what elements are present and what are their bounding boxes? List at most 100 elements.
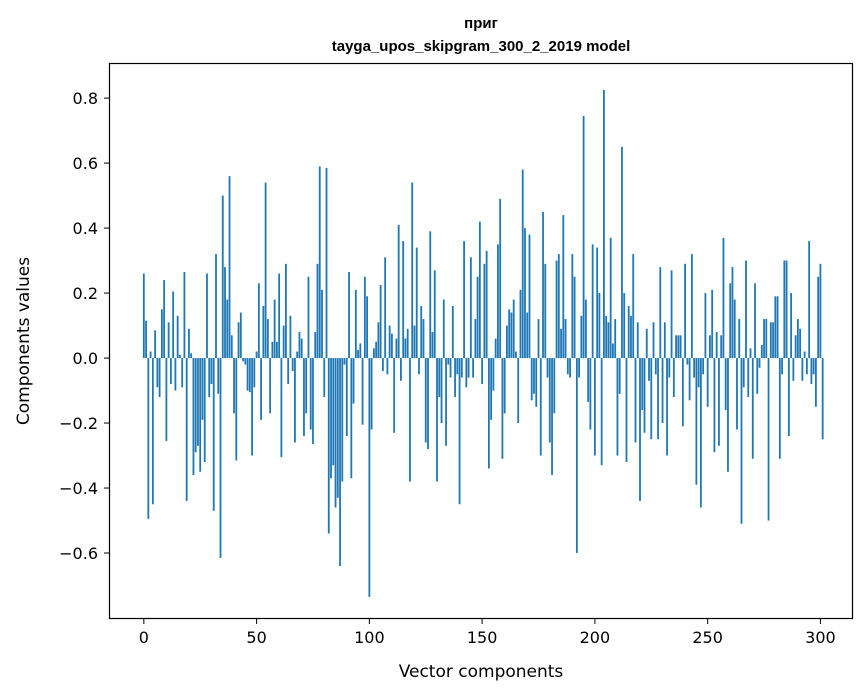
bar-253 xyxy=(713,358,716,453)
bar-99 xyxy=(366,296,368,359)
bar-216 xyxy=(630,315,632,359)
y-axis-label: Components values xyxy=(14,257,34,425)
y-tick-label-5: 0.4 xyxy=(73,219,98,238)
bar-265 xyxy=(740,358,743,524)
bar-65 xyxy=(289,315,292,359)
bar-231 xyxy=(663,322,666,359)
x-tick-label-150: 150 xyxy=(467,628,498,647)
bar-9 xyxy=(163,280,166,359)
bar-69 xyxy=(298,332,301,359)
bar-7 xyxy=(158,358,161,398)
x-tick-label-200: 200 xyxy=(580,628,611,647)
bar-188 xyxy=(566,358,569,375)
bar-174 xyxy=(535,358,538,407)
bar-38 xyxy=(228,176,231,359)
bar-35 xyxy=(221,195,224,359)
bar-180 xyxy=(548,358,551,443)
bar-11 xyxy=(167,322,170,359)
bar-249 xyxy=(704,293,707,359)
bar-299 xyxy=(817,276,820,359)
bar-77 xyxy=(316,263,319,359)
bar-189 xyxy=(569,358,571,378)
bar-178 xyxy=(544,263,547,359)
bar-3 xyxy=(149,351,152,359)
bar-79 xyxy=(321,289,323,359)
bar-20 xyxy=(188,328,190,359)
bar-46 xyxy=(246,358,249,391)
bar-284 xyxy=(783,260,786,359)
bar-34 xyxy=(219,358,222,558)
bar-153 xyxy=(487,358,490,469)
bar-18 xyxy=(183,271,186,359)
bar-118 xyxy=(409,358,411,482)
bar-207 xyxy=(609,237,612,359)
x-tick-label-250: 250 xyxy=(692,628,723,647)
bar-50 xyxy=(255,351,258,359)
bar-106 xyxy=(381,358,384,372)
bar-88 xyxy=(341,358,344,482)
bar-280 xyxy=(774,296,777,359)
bar-134 xyxy=(445,358,447,446)
y-tick-label-7: 0.8 xyxy=(73,89,98,108)
chart-title: приг xyxy=(464,15,498,32)
bar-209 xyxy=(614,319,617,359)
bar-262 xyxy=(733,299,736,359)
bar-266 xyxy=(742,358,745,388)
bar-97 xyxy=(361,358,364,425)
bar-84 xyxy=(332,358,335,466)
bar-232 xyxy=(666,358,668,456)
bar-220 xyxy=(639,358,641,502)
plot-frame xyxy=(108,62,854,620)
bar-43 xyxy=(239,312,242,359)
bar-62 xyxy=(282,325,285,359)
bar-74 xyxy=(309,358,312,430)
bar-93 xyxy=(352,358,355,404)
bar-87 xyxy=(339,358,341,567)
bar-0 xyxy=(142,273,145,359)
bar-163 xyxy=(510,312,513,359)
bar-140 xyxy=(458,358,461,505)
bar-72 xyxy=(305,358,308,414)
bar-100 xyxy=(368,358,371,597)
bar-214 xyxy=(625,358,628,463)
bar-193 xyxy=(578,358,580,378)
x-tick-label-50: 50 xyxy=(246,628,266,647)
bar-167 xyxy=(519,289,522,359)
bar-301 xyxy=(821,358,824,440)
bar-276 xyxy=(765,319,768,359)
bar-104 xyxy=(377,322,380,359)
bar-152 xyxy=(485,250,488,359)
bar-176 xyxy=(539,358,542,456)
bar-181 xyxy=(551,358,553,476)
bar-26 xyxy=(201,358,204,420)
bar-116 xyxy=(404,338,407,359)
bar-237 xyxy=(677,335,680,359)
bar-23 xyxy=(194,358,197,453)
bar-158 xyxy=(499,198,502,359)
bar-208 xyxy=(612,343,614,359)
x-tick-label-0: 0 xyxy=(139,628,149,647)
bar-247 xyxy=(699,358,702,508)
bar-270 xyxy=(751,358,754,459)
bar-145 xyxy=(469,257,472,359)
bar-127 xyxy=(429,231,432,359)
bar-59 xyxy=(275,341,278,359)
bar-103 xyxy=(375,341,378,359)
bar-221 xyxy=(641,358,644,411)
bar-125 xyxy=(424,358,427,443)
bar-110 xyxy=(391,333,393,359)
bar-27 xyxy=(203,358,206,463)
bar-75 xyxy=(312,358,314,445)
bar-55 xyxy=(266,319,269,359)
bar-179 xyxy=(546,358,549,378)
bar-219 xyxy=(636,322,639,359)
bar-248 xyxy=(702,358,705,375)
bar-281 xyxy=(776,296,779,359)
bar-52 xyxy=(260,358,262,420)
bar-297 xyxy=(812,358,815,375)
bar-234 xyxy=(670,270,673,359)
bar-102 xyxy=(372,348,375,359)
bar-282 xyxy=(778,358,781,459)
bar-13 xyxy=(172,291,175,359)
